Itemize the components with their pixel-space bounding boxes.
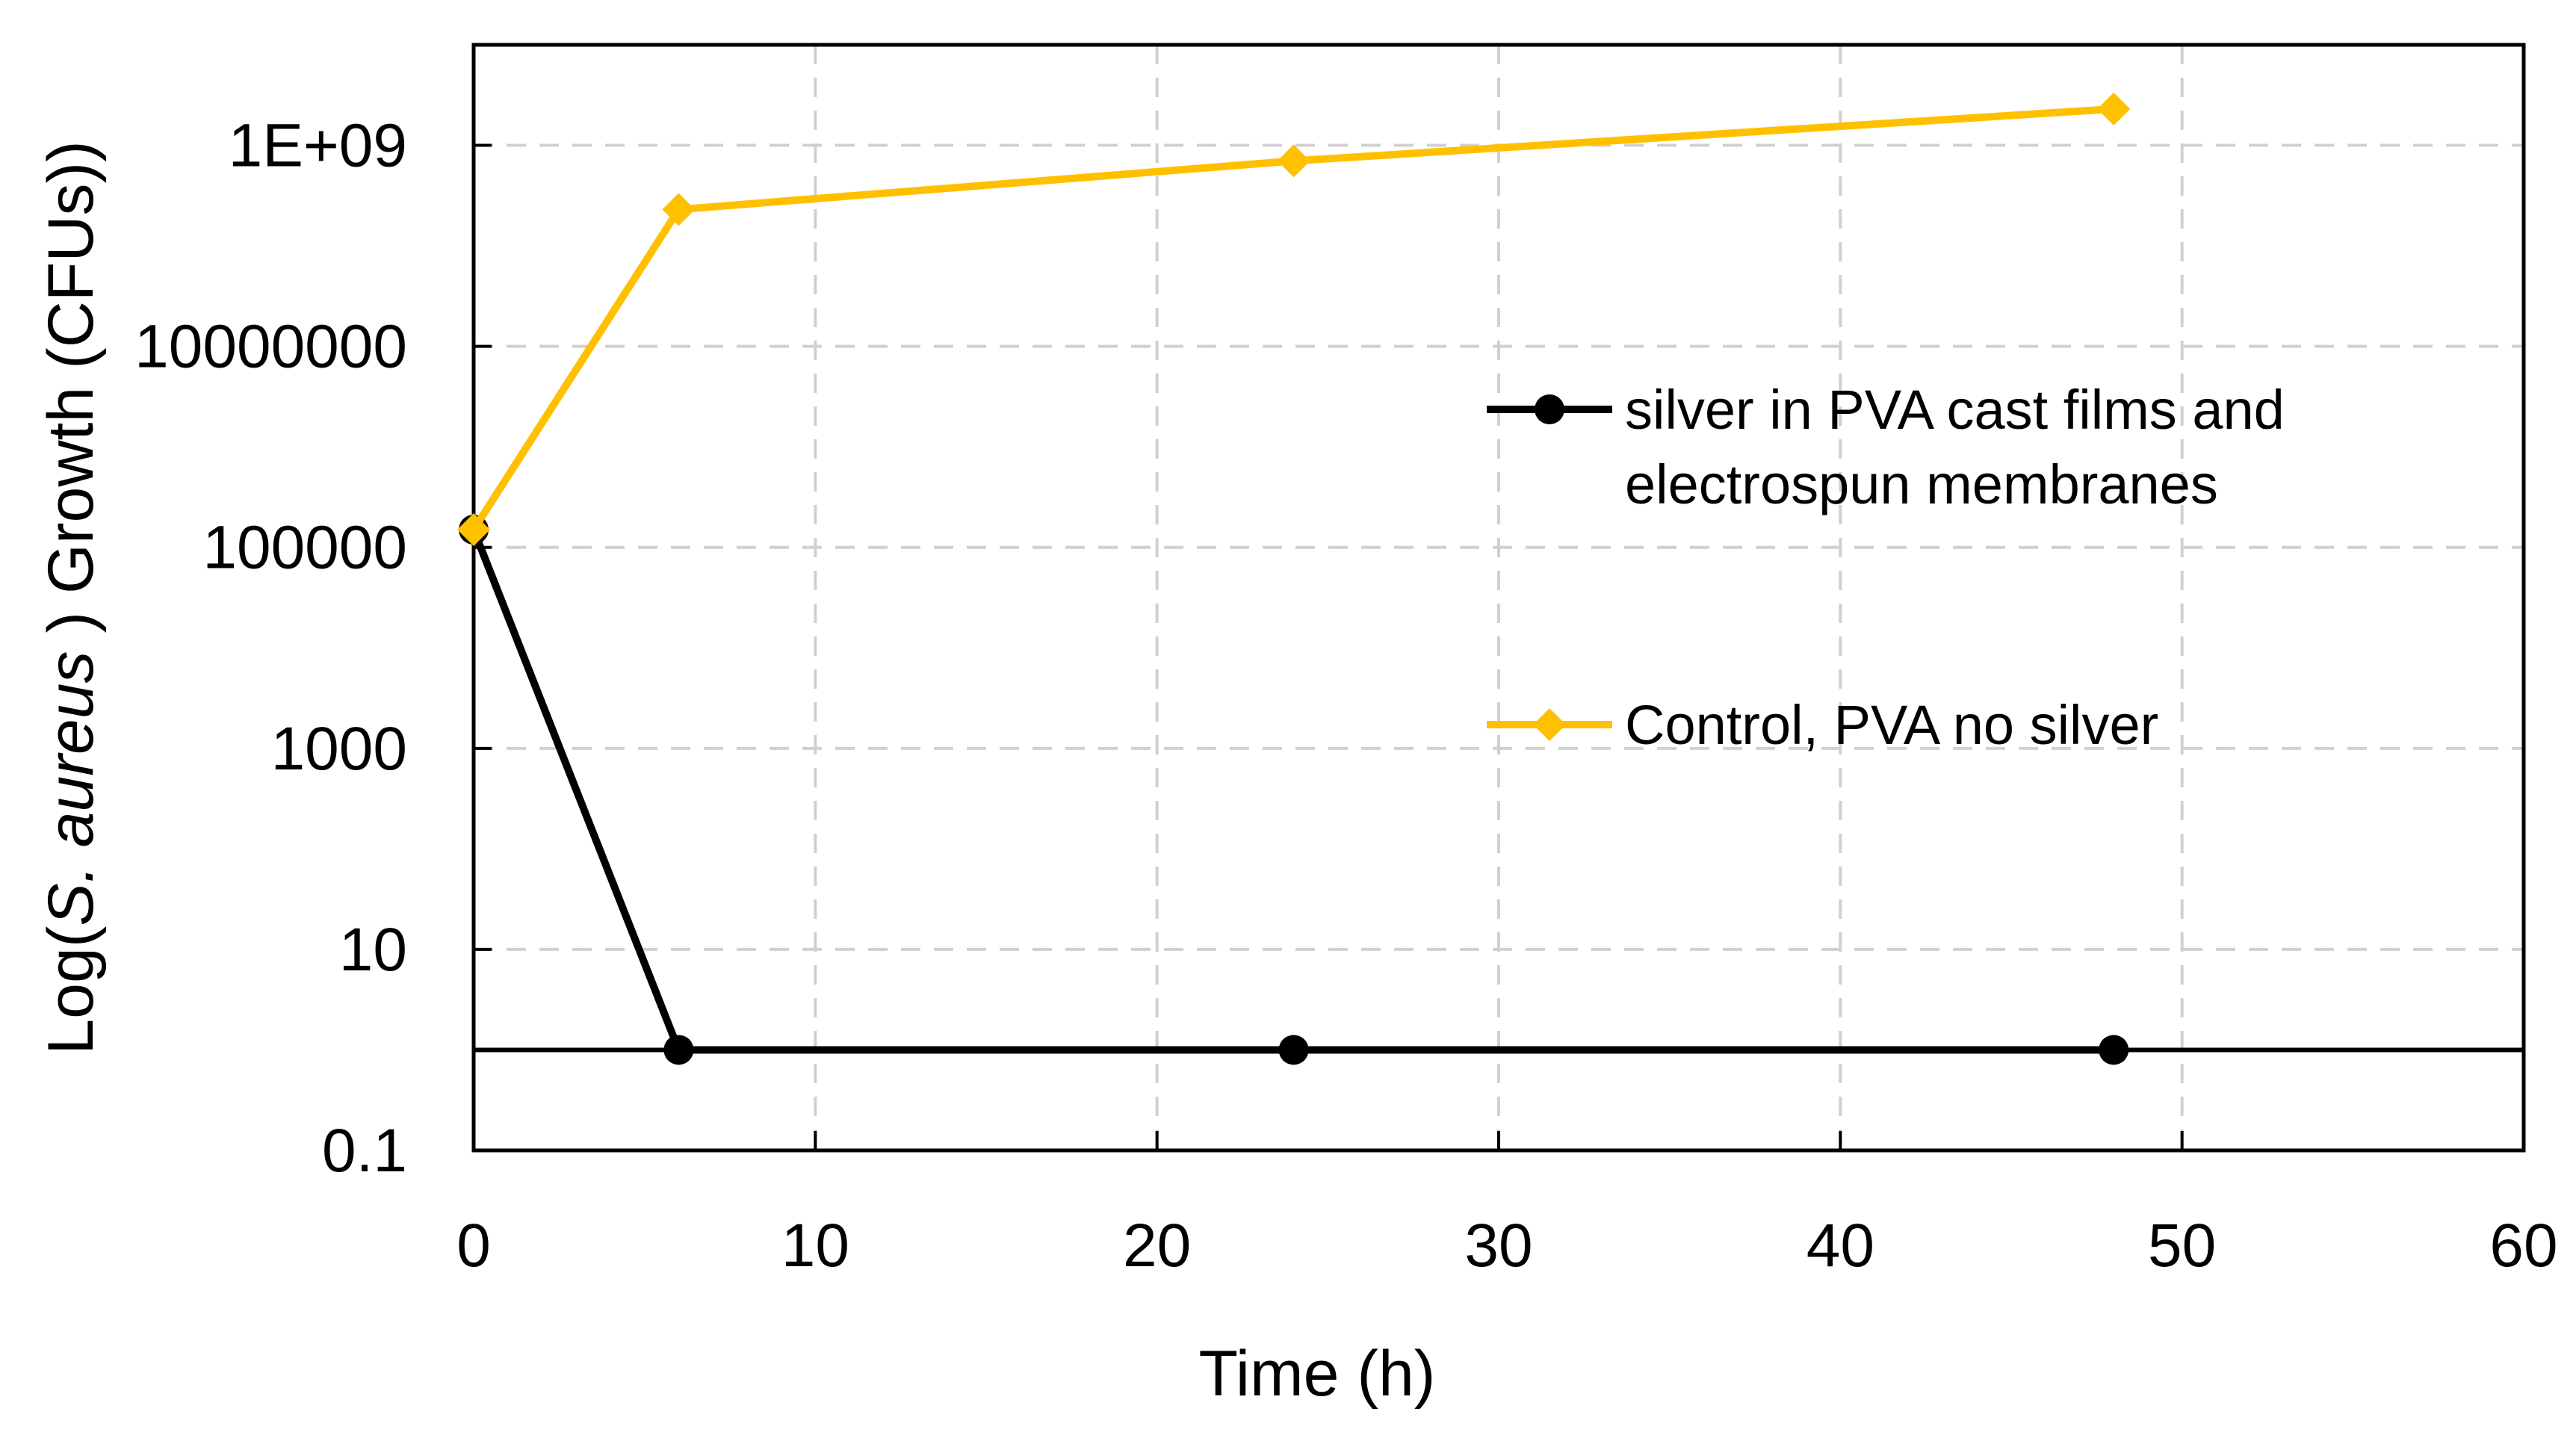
y-tick-label: 1E+09: [229, 112, 407, 180]
gridlines: [474, 45, 2524, 1150]
series: [457, 92, 2131, 1065]
y-tick-label: 100000: [202, 514, 407, 582]
legend: silver in PVA cast films and electrospun …: [1487, 379, 2285, 756]
data-point-circle: [1278, 1035, 1309, 1065]
series-line: [470, 105, 2114, 532]
x-tick-label: 30: [1464, 1212, 1532, 1280]
y-tick-label: 1000: [271, 715, 407, 783]
legend-marker-diamond: [1533, 708, 1566, 741]
data-point-diamond: [662, 193, 696, 226]
series-control: [457, 92, 2131, 547]
y-tick-label: 0.1: [322, 1117, 407, 1185]
legend-item-control: Control, PVA no silver: [1487, 694, 2158, 756]
axes: 0 10 20 30 40 50 60 0.1 10 1000 100000 10000000 1E+0…: [134, 112, 2557, 1280]
data-point-diamond: [2097, 92, 2131, 125]
data-point-diamond: [1277, 144, 1310, 178]
x-tick-label: 50: [2148, 1212, 2216, 1280]
x-tick-label: 0: [456, 1212, 491, 1280]
x-tick-label: 10: [781, 1212, 849, 1280]
data-point-circle: [2099, 1035, 2129, 1065]
y-axis-title-prefix: Log(: [35, 926, 107, 1054]
data-point-diamond: [457, 513, 490, 547]
x-tick-label: 20: [1123, 1212, 1191, 1280]
legend-label: silver in PVA cast films and: [1625, 379, 2285, 441]
legend-item-silver: silver in PVA cast films and electrospun …: [1487, 379, 2285, 515]
y-axis-title-italic: S. aureus: [35, 651, 107, 926]
y-tick-label: 10000000: [134, 313, 407, 381]
data-point-circle: [663, 1035, 694, 1065]
x-axis-title: Time (h): [1199, 1338, 1436, 1410]
x-tick-label: 60: [2489, 1212, 2557, 1280]
y-axis-title: Log(S. aureus ) Growth (CFUs)): [35, 140, 107, 1054]
legend-marker-circle: [1535, 394, 1564, 424]
y-axis-title-suffix: ) Growth (CFUs)): [35, 140, 107, 651]
series-line: [470, 528, 2114, 1054]
x-tick-label: 40: [1806, 1212, 1874, 1280]
legend-label: Control, PVA no silver: [1625, 694, 2158, 756]
y-tick-label: 10: [339, 916, 407, 984]
legend-label: electrospun membranes: [1625, 453, 2218, 515]
